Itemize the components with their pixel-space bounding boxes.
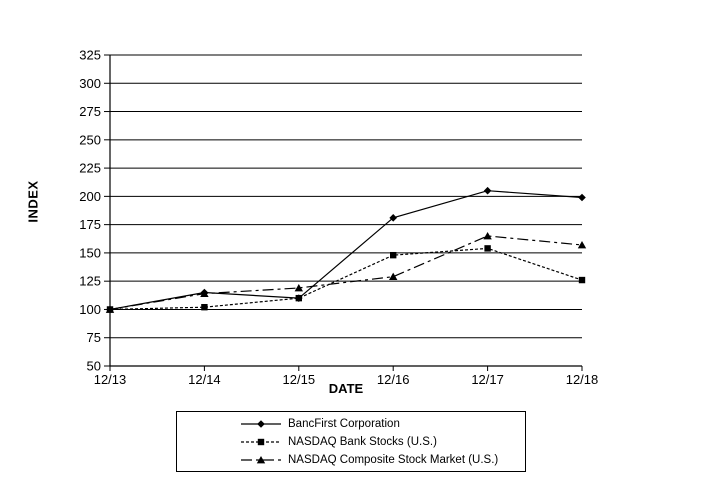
series-line-1 — [109, 247, 583, 311]
y-tick-label: 100 — [79, 302, 101, 317]
x-tick-label: 12/16 — [377, 372, 410, 387]
x-tick-label: 12/17 — [471, 372, 504, 387]
series-1-marker — [390, 251, 397, 259]
y-tick-label: 50 — [87, 359, 101, 374]
series-2-marker — [200, 289, 209, 298]
x-tick-label: 12/15 — [283, 372, 316, 387]
series-1-marker — [295, 294, 302, 302]
y-tick-label: 325 — [79, 48, 101, 63]
y-tick-label: 275 — [79, 104, 101, 119]
series-2-marker — [483, 231, 492, 240]
legend-item: BancFirst Corporation — [241, 415, 525, 432]
x-tick-label: 12/13 — [94, 372, 127, 387]
legend: BancFirst Corporation NASDAQ Bank Stocks … — [176, 411, 526, 472]
y-tick-label: 175 — [79, 217, 101, 232]
y-tick-label: 75 — [87, 330, 101, 345]
y-tick-label: 200 — [79, 189, 101, 204]
diamond-line-sample-icon — [241, 419, 281, 428]
series-1-marker — [201, 303, 208, 311]
series-0-marker — [483, 186, 492, 195]
legend-marker — [256, 455, 266, 463]
series-2-marker — [577, 240, 587, 249]
y-tick-label: 250 — [79, 132, 101, 147]
legend-marker — [257, 419, 265, 428]
legend-label: NASDAQ Bank Stocks (U.S.) — [288, 435, 437, 448]
x-axis-title: DATE — [328, 381, 364, 396]
series-2-marker — [105, 305, 115, 313]
y-axis-title: INDEX — [25, 180, 41, 223]
legend-label: BancFirst Corporation — [288, 417, 400, 430]
x-tick-label: 12/18 — [566, 372, 599, 387]
y-tick-label: 150 — [79, 245, 101, 260]
square-line-sample-icon — [241, 438, 281, 445]
series-line-2 — [109, 235, 583, 311]
y-tick-label: 225 — [79, 161, 101, 176]
legend-marker — [257, 438, 265, 445]
series-1-marker — [578, 276, 586, 284]
series-1-marker — [484, 245, 491, 252]
triangle-line-sample-icon — [241, 455, 281, 463]
series-0-marker — [578, 193, 586, 202]
series-2-marker — [294, 283, 303, 292]
y-tick-label: 125 — [79, 274, 101, 289]
y-tick-label: 300 — [79, 76, 101, 91]
x-tick-label: 12/14 — [188, 372, 221, 387]
legend-item: NASDAQ Bank Stocks (U.S.) — [241, 433, 525, 450]
series-0-marker — [389, 214, 397, 222]
legend-item: NASDAQ Composite Stock Market (U.S.) — [241, 451, 525, 468]
series-line-0 — [109, 190, 583, 311]
series-2-marker — [389, 272, 398, 281]
legend-label: NASDAQ Composite Stock Market (U.S.) — [288, 453, 499, 466]
